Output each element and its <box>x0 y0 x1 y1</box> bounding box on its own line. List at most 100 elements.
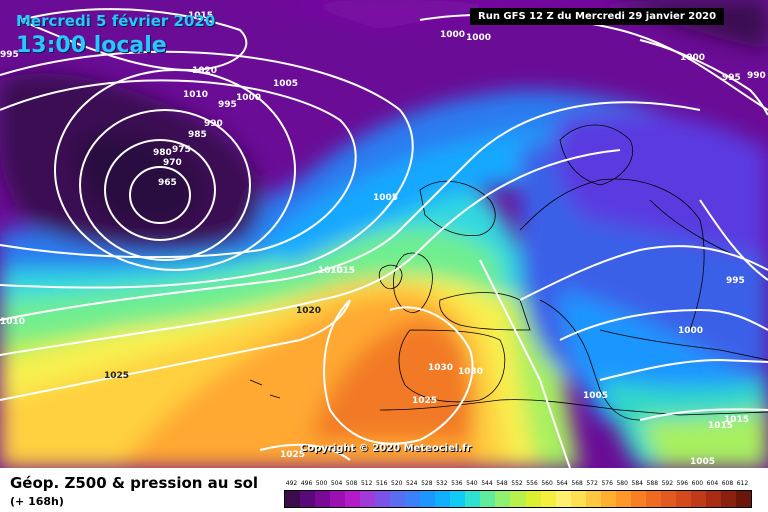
color-scale-swatch <box>465 491 481 507</box>
color-scale-swatch <box>495 491 511 507</box>
color-scale-label: 572 <box>586 480 598 487</box>
pressure-label: 1020 <box>192 66 217 76</box>
color-scale-label: 528 <box>421 480 433 487</box>
forecast-local-time: 13:00 locale <box>16 33 167 58</box>
pressure-label: 1020 <box>296 306 321 316</box>
color-scale-label: 556 <box>526 480 538 487</box>
copyright-notice: Copyright © 2020 Meteociel.fr <box>300 443 472 454</box>
color-scale-label: 576 <box>601 480 613 487</box>
pressure-label: 1005 <box>690 457 715 467</box>
pressure-label-layer: 1015 1020 1010 1000 995 995 990 985 975 … <box>0 11 766 467</box>
color-scale-swatch <box>675 491 691 507</box>
color-scale-label: 588 <box>646 480 659 487</box>
forecast-lead-time: (+ 168h) <box>10 495 64 508</box>
isobars <box>0 8 768 468</box>
color-scale-swatch <box>480 491 496 507</box>
color-scale-label: 604 <box>706 480 719 487</box>
color-scale-swatch <box>360 491 376 507</box>
color-scale-swatch <box>345 491 361 507</box>
color-scale-label: 544 <box>481 480 493 487</box>
pressure-label: 995 <box>218 100 237 110</box>
color-scale-label: 492 <box>285 480 298 487</box>
color-scale-swatch <box>585 491 601 507</box>
color-scale-label: 568 <box>571 480 583 487</box>
pressure-label: 985 <box>188 130 207 140</box>
pressure-label: 1015 <box>724 415 749 425</box>
color-scale-swatch <box>630 491 646 507</box>
color-scale-label: 552 <box>511 480 523 487</box>
color-scale-label: 520 <box>391 480 403 487</box>
color-scale-swatch <box>600 491 616 507</box>
pressure-label: 1010 <box>183 90 208 100</box>
color-scale-label: 540 <box>466 480 478 487</box>
color-scale-swatch <box>405 491 421 507</box>
pressure-label: 1010 <box>318 266 343 276</box>
color-scale-label: 508 <box>345 480 358 487</box>
color-scale-label: 600 <box>691 480 704 487</box>
color-scale-label: 504 <box>330 480 343 487</box>
color-scale-label: 592 <box>661 480 674 487</box>
pressure-label: 1005 <box>583 391 608 401</box>
pressure-label: 1005 <box>273 79 298 89</box>
pressure-label: 1030 <box>428 363 453 373</box>
pressure-label: 990 <box>747 71 766 81</box>
pressure-label: 1000 <box>680 53 705 63</box>
color-scale-swatch <box>285 491 301 507</box>
color-scale-label: 584 <box>631 480 643 487</box>
pressure-label: 995 <box>722 73 741 83</box>
pressure-label: 1000 <box>440 30 465 40</box>
pressure-label: 1000 <box>236 93 261 103</box>
legend-footer: Géop. Z500 & pression au sol (+ 168h) 49… <box>0 468 768 512</box>
pressure-label: 1000 <box>678 326 703 336</box>
color-scale-swatch <box>555 491 571 507</box>
color-scale-swatch <box>690 491 706 507</box>
pressure-label: 980 <box>153 148 172 158</box>
forecast-map: 1015 1020 1010 1000 995 995 990 985 975 … <box>0 0 768 468</box>
color-scale-swatch <box>735 491 751 507</box>
color-scale-swatch <box>435 491 451 507</box>
color-scale-swatch <box>660 491 676 507</box>
color-scale-labels: 492 496 500 504 508 512 516 520 524 528 532 536 540 5… <box>284 480 750 490</box>
color-scale-swatch <box>540 491 556 507</box>
model-run-info: Run GFS 12 Z du Mercredi 29 janvier 2020 <box>470 8 725 25</box>
pressure-label: 1025 <box>104 371 129 381</box>
color-scale-label: 564 <box>556 480 568 487</box>
geopotential-shading: 1015 1020 1010 1000 995 995 990 985 975 … <box>0 0 768 468</box>
pressure-label: 965 <box>158 178 177 188</box>
color-scale-swatch <box>300 491 316 507</box>
pressure-label: 1015 <box>330 266 355 276</box>
pressure-label: 995 <box>0 50 19 60</box>
color-scale-swatch <box>420 491 436 507</box>
color-scale-swatch <box>705 491 721 507</box>
color-scale-label: 580 <box>616 480 628 487</box>
color-scale-label: 608 <box>721 480 734 487</box>
color-scale-swatch <box>450 491 466 507</box>
color-scale-swatch <box>570 491 586 507</box>
pressure-label: 1000 <box>466 33 491 43</box>
color-scale-label: 612 <box>736 480 749 487</box>
color-scale-label: 496 <box>300 480 313 487</box>
color-scale-swatch <box>315 491 331 507</box>
color-scale-label: 560 <box>541 480 553 487</box>
color-scale-swatch <box>645 491 661 507</box>
color-scale-swatch <box>525 491 541 507</box>
color-scale-label: 536 <box>451 480 463 487</box>
color-scale-bar <box>284 490 752 508</box>
pressure-label: 1025 <box>280 450 305 460</box>
pressure-label: 990 <box>204 119 223 129</box>
color-scale-swatch <box>390 491 406 507</box>
color-scale-label: 548 <box>496 480 508 487</box>
forecast-date: Mercredi 5 février 2020 <box>16 12 216 30</box>
color-scale-swatch <box>330 491 346 507</box>
color-scale-label: 532 <box>436 480 448 487</box>
pressure-label: 1025 <box>412 396 437 406</box>
color-scale-label: 512 <box>360 480 373 487</box>
pressure-label: 1030 <box>458 367 483 377</box>
color-scale-label: 596 <box>676 480 689 487</box>
pressure-label: 1010 <box>0 317 25 327</box>
pressure-label: 970 <box>163 158 182 168</box>
color-scale-label: 500 <box>315 480 328 487</box>
color-scale-swatch <box>720 491 736 507</box>
color-scale-swatch <box>510 491 526 507</box>
